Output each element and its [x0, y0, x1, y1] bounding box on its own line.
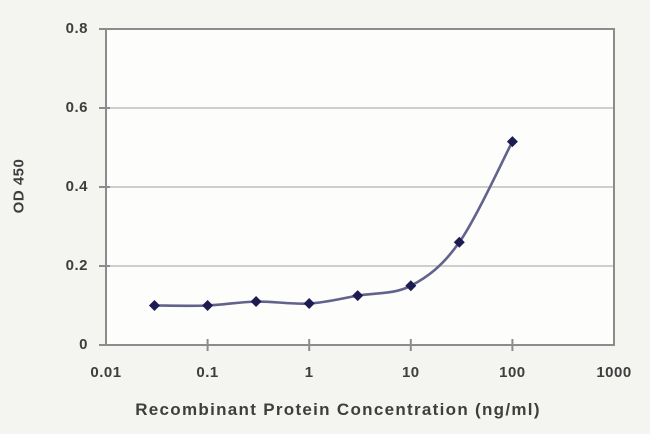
y-tick-label: 0.6: [65, 99, 88, 116]
y-tick-label: 0.2: [65, 257, 88, 274]
y-axis-title: OD 450: [10, 158, 28, 214]
x-tick-label: 10: [401, 364, 420, 381]
y-tick-label: 0.8: [65, 20, 88, 37]
x-tick-label: 0.1: [196, 364, 219, 381]
data-point-marker: [250, 296, 262, 308]
data-point-marker: [405, 280, 417, 292]
data-point-marker: [506, 136, 518, 148]
x-tick-label: 1000: [596, 364, 632, 381]
x-tick-label: 1: [304, 364, 314, 381]
data-point-marker: [148, 300, 160, 311]
data-point-marker: [453, 236, 465, 248]
x-tick-label: 100: [499, 364, 526, 381]
x-axis-title: Recombinant Protein Concentration (ng/ml…: [135, 400, 541, 419]
data-point-marker: [352, 290, 364, 302]
data-point-marker: [202, 300, 214, 311]
y-tick-label: 0.4: [65, 178, 88, 195]
y-tick-label: 0: [79, 336, 88, 353]
data-point-marker: [303, 298, 315, 310]
x-tick-label: 0.01: [90, 364, 122, 381]
